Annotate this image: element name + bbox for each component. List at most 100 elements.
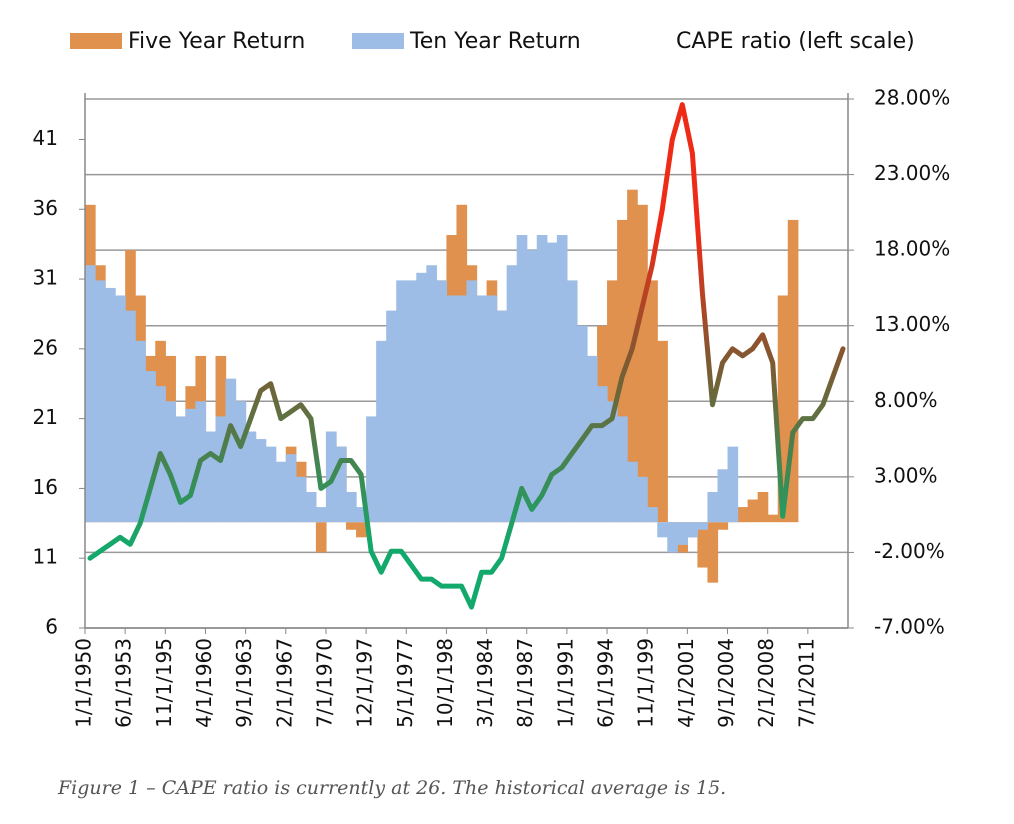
x-tick-label: 11/1/195 bbox=[152, 638, 176, 728]
y2-tick-label: 3.00% bbox=[874, 463, 938, 487]
bar bbox=[275, 461, 287, 523]
x-tick-label: 10/1/198 bbox=[433, 638, 457, 728]
bar bbox=[456, 295, 468, 523]
bar bbox=[667, 522, 678, 553]
y-tick-label: 31 bbox=[33, 266, 58, 290]
y-tick-label: 21 bbox=[33, 405, 58, 429]
y2-tick-label: 13.00% bbox=[874, 312, 950, 336]
bar bbox=[707, 522, 719, 583]
bar bbox=[175, 416, 186, 523]
bar bbox=[597, 386, 608, 523]
x-tick-label: 6/1/1953 bbox=[112, 638, 136, 728]
bar bbox=[396, 280, 407, 523]
bar bbox=[125, 310, 136, 523]
bar bbox=[637, 476, 648, 523]
bar bbox=[767, 514, 779, 523]
bar bbox=[135, 340, 146, 523]
bar bbox=[366, 416, 377, 523]
x-tick-label: 1/1/1991 bbox=[553, 638, 577, 728]
bar bbox=[235, 401, 247, 523]
bar bbox=[356, 507, 367, 523]
bar bbox=[546, 242, 558, 523]
legend-label: Five Year Return bbox=[128, 29, 305, 54]
bar bbox=[486, 295, 498, 523]
x-tick-label: 5/1/1977 bbox=[393, 638, 417, 728]
x-tick-label: 3/1/1984 bbox=[473, 638, 497, 728]
bar bbox=[787, 219, 799, 523]
bar bbox=[556, 235, 568, 523]
bar bbox=[185, 408, 197, 523]
y-tick-label: 26 bbox=[33, 335, 58, 359]
bar bbox=[506, 265, 518, 523]
caption: Figure 1 – CAPE ratio is currently at 26… bbox=[57, 777, 726, 799]
bar bbox=[637, 204, 648, 523]
y2-tick-label: -2.00% bbox=[874, 539, 945, 563]
x-tick-label: 9/1/1963 bbox=[232, 638, 256, 728]
bar bbox=[777, 295, 789, 523]
bar bbox=[466, 280, 478, 523]
y-tick-label: 41 bbox=[33, 126, 58, 150]
bar bbox=[245, 431, 257, 523]
bar bbox=[697, 522, 709, 568]
bar bbox=[265, 446, 277, 523]
bar bbox=[386, 310, 397, 523]
bar bbox=[657, 340, 668, 523]
legend-swatch bbox=[352, 33, 404, 49]
legend-label: Ten Year Return bbox=[409, 29, 581, 54]
bar bbox=[566, 280, 578, 523]
bar bbox=[315, 522, 327, 553]
bar bbox=[627, 189, 638, 523]
bar bbox=[617, 416, 628, 523]
bar bbox=[697, 522, 709, 530]
bar bbox=[95, 280, 106, 523]
bar bbox=[687, 522, 699, 538]
bar bbox=[225, 378, 237, 523]
bar bbox=[677, 522, 688, 545]
x-tick-label: 4/1/2001 bbox=[674, 638, 698, 728]
bar bbox=[346, 491, 357, 523]
bar bbox=[436, 280, 448, 523]
bar bbox=[376, 340, 387, 523]
bar bbox=[717, 469, 729, 523]
line bbox=[87, 102, 846, 610]
bar bbox=[215, 416, 227, 523]
y2-tick-label: 18.00% bbox=[874, 237, 950, 261]
bar bbox=[356, 522, 367, 538]
bar bbox=[315, 507, 327, 523]
bar bbox=[105, 287, 116, 523]
bar bbox=[717, 522, 729, 530]
y2-tick-label: -7.00% bbox=[874, 615, 945, 639]
bar bbox=[165, 401, 176, 523]
bar bbox=[757, 491, 769, 523]
y2-tick-label: 28.00% bbox=[874, 86, 950, 110]
bar bbox=[576, 325, 588, 523]
x-tick-label: 9/1/2004 bbox=[714, 638, 738, 728]
bar bbox=[305, 491, 317, 523]
y2-tick-label: 23.00% bbox=[874, 161, 950, 185]
bar bbox=[747, 499, 759, 523]
bar bbox=[446, 295, 458, 523]
bar bbox=[536, 235, 548, 523]
x-tick-label: 6/1/1994 bbox=[594, 638, 618, 728]
bar bbox=[476, 295, 488, 523]
bar bbox=[586, 355, 598, 523]
bar bbox=[707, 491, 719, 523]
legend-label: CAPE ratio (left scale) bbox=[676, 29, 915, 54]
bar bbox=[346, 522, 357, 530]
legend-swatch bbox=[70, 33, 122, 49]
bar bbox=[255, 439, 267, 523]
x-tick-label: 12/1/197 bbox=[353, 638, 377, 728]
x-tick-label: 11/1/199 bbox=[634, 638, 658, 728]
y-tick-label: 6 bbox=[45, 615, 58, 639]
bar bbox=[657, 522, 668, 538]
y-tick-label: 36 bbox=[33, 196, 58, 220]
bar bbox=[416, 272, 427, 523]
bar bbox=[145, 371, 156, 523]
x-tick-label: 1/1/1950 bbox=[72, 638, 96, 728]
bar bbox=[516, 235, 528, 523]
x-tick-label: 7/1/1970 bbox=[312, 638, 336, 728]
bar bbox=[737, 507, 749, 523]
x-tick-label: 7/1/2011 bbox=[794, 638, 818, 728]
y2-tick-label: 8.00% bbox=[874, 388, 938, 412]
